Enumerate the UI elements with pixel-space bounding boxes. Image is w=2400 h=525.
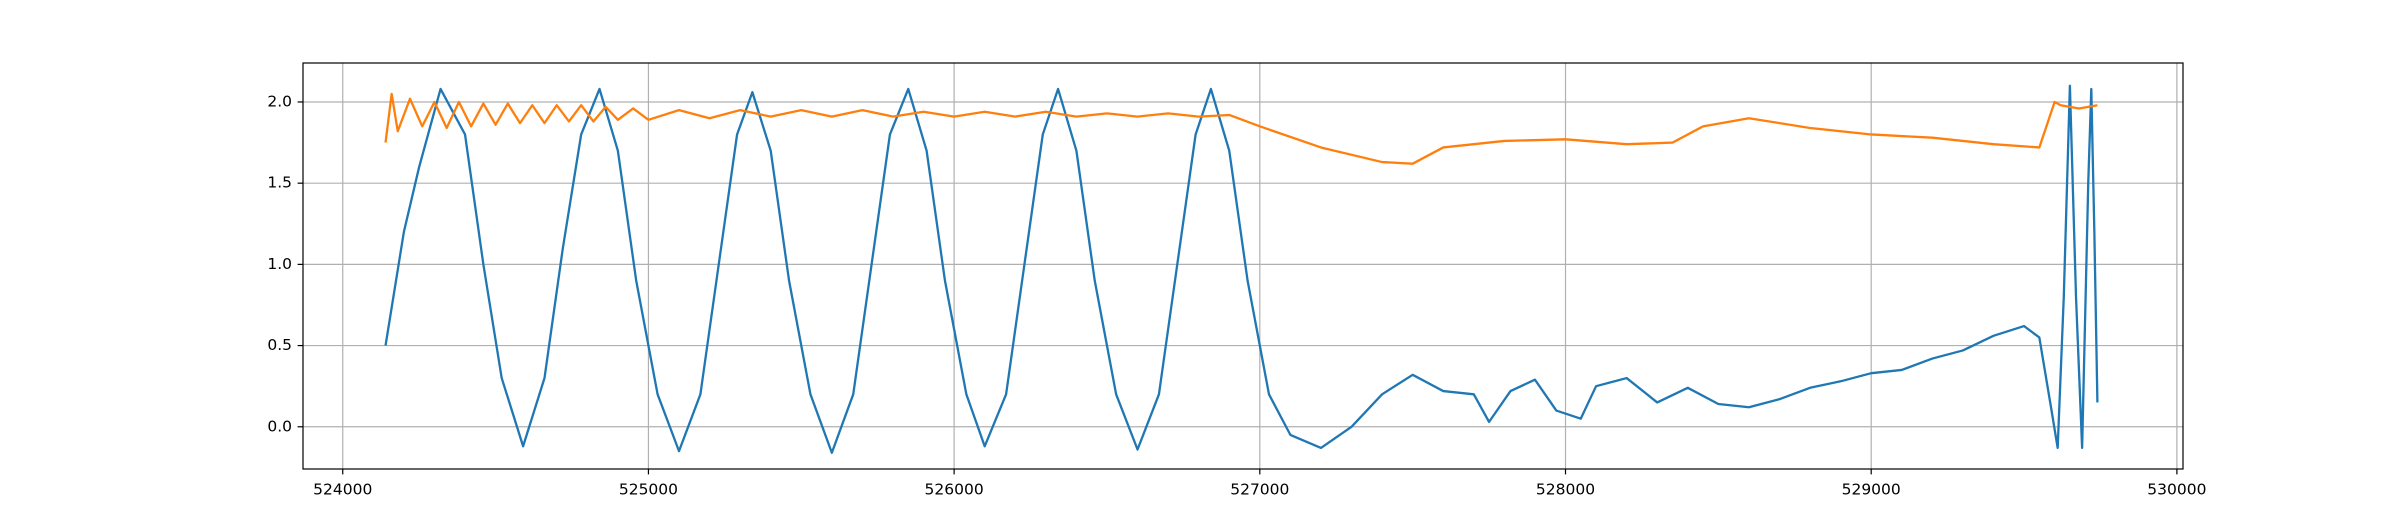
y-tick-label: 2.0 — [267, 92, 292, 110]
data-line — [384, 84, 2099, 454]
x-tick-label: 529000 — [1842, 481, 1901, 499]
y-tick-label: 0.0 — [267, 417, 292, 435]
x-tick-label: 526000 — [925, 481, 984, 499]
x-tick-label: 527000 — [1230, 481, 1289, 499]
y-tick-label: 1.0 — [267, 255, 292, 273]
y-tick-label: 0.5 — [267, 336, 292, 354]
plot-frame — [302, 62, 2184, 470]
x-tick-label: 524000 — [313, 481, 372, 499]
data-line — [384, 92, 2098, 165]
y-tick-label: 1.5 — [267, 174, 292, 192]
x-tick-label: 528000 — [1536, 481, 1595, 499]
x-tick-label: 530000 — [2147, 481, 2206, 499]
x-tick-label: 525000 — [619, 481, 678, 499]
